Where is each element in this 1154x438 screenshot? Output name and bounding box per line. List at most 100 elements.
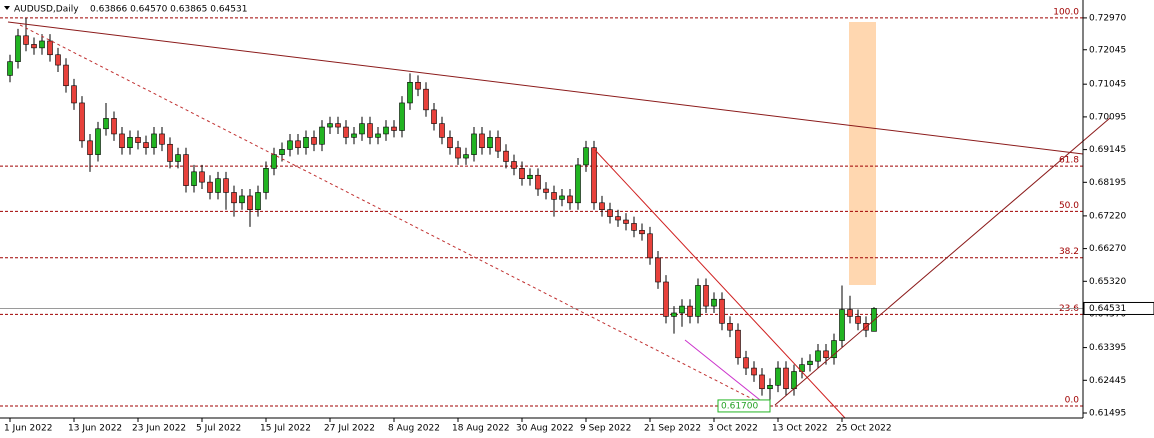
candle-body [127,137,133,149]
y-tick-label: 0.63395 [1089,343,1126,353]
candle-body [375,133,381,138]
y-tick-label: 0.72045 [1089,45,1126,55]
candle-body [159,133,165,145]
candle-body [87,140,93,155]
time-zone-box [849,22,876,285]
candle-body [23,35,29,45]
candle-body [775,367,781,386]
candle-body [15,35,21,62]
candle-body [135,137,141,143]
candle-body [815,350,821,362]
y-tick-label: 0.62445 [1089,376,1126,386]
candle-body [431,109,437,124]
fib-label: 50.0 [1059,201,1079,211]
candle-body [31,44,37,49]
x-tick-label: 27 Jul 2022 [324,424,375,434]
candle-body [559,195,565,200]
candle-body [343,126,349,138]
candle-body [767,384,773,390]
y-tick-label: 0.69145 [1089,145,1126,155]
candle-body [679,305,685,314]
candle-body [199,171,205,183]
candle-body [807,360,813,365]
candle-body [335,123,341,128]
candle-body [383,126,389,135]
candle-body [359,123,365,135]
ohlc-info: 0.63866 0.64570 0.63865 0.64531 [90,5,247,15]
low-marker-label: 0.61700 [721,401,758,411]
x-tick-label: 15 Jul 2022 [260,424,311,434]
y-tick-label: 0.65320 [1089,277,1126,287]
candle-body [751,367,757,376]
trend-line [594,149,846,419]
x-tick-label: 21 Sep 2022 [644,424,701,434]
candle-body [839,309,845,341]
candle-body [79,102,85,142]
candle-body [391,126,397,131]
y-tick-label: 0.71045 [1089,80,1126,90]
y-tick-label: 0.72970 [1089,13,1126,23]
y-tick-label: 0.66270 [1089,244,1126,254]
candle-body [527,174,533,180]
y-tick-label: 0.61495 [1089,409,1126,419]
candle-body [671,312,677,317]
candle-body [215,178,221,193]
candle-body [271,154,277,169]
candle-body [647,233,653,259]
y-tick-label: 0.70095 [1089,112,1126,122]
candle-body [663,281,669,317]
candle-body [143,142,149,149]
candle-body [695,285,701,317]
candle-body [855,316,861,324]
x-tick-label: 30 Aug 2022 [516,424,574,434]
candle-body [279,149,285,155]
candle-body [111,118,117,135]
candle-body [783,367,789,390]
candle-body [95,128,101,155]
candle-body [631,223,637,231]
candle-body [479,133,485,149]
candle-body [687,305,693,317]
low-marker-box [717,399,771,413]
candle-body [583,147,589,166]
candle-body [727,323,733,331]
candle-body [463,154,469,159]
candle-body [239,195,245,204]
candle-body [471,133,477,155]
candle-body [495,137,501,152]
candle-body [743,357,749,369]
candle-body [175,154,181,162]
candle-body [543,188,549,193]
candle-body [615,216,621,221]
x-tick-label: 5 Jul 2022 [196,424,241,434]
candle-body [511,161,517,169]
candle-body [591,147,597,204]
candle-body [415,81,421,90]
x-tick-label: 18 Aug 2022 [452,424,510,434]
candle-body [295,140,301,149]
candle-body [39,40,45,49]
channel-line [19,24,771,409]
fib-label: 38.2 [1059,247,1079,257]
x-tick-label: 13 Oct 2022 [772,424,828,434]
candle-body [119,133,125,149]
candle-body [399,102,405,131]
menu-arrow[interactable] [4,6,10,10]
trend-line [774,117,1111,406]
candle-body [207,181,213,193]
candle-body [311,137,317,145]
candle-body [327,123,333,128]
x-tick-label: 25 Oct 2022 [836,424,892,434]
candle-body [567,195,573,204]
candle-body [655,257,661,283]
candle-body [7,61,13,76]
candle-body [423,88,429,111]
x-tick-label: 3 Oct 2022 [708,424,758,434]
candle-body [711,298,717,307]
candle-body [407,81,413,104]
candle-body [599,202,605,210]
candle-body [223,178,229,193]
candle-body [623,219,629,224]
candle-body [831,340,837,359]
